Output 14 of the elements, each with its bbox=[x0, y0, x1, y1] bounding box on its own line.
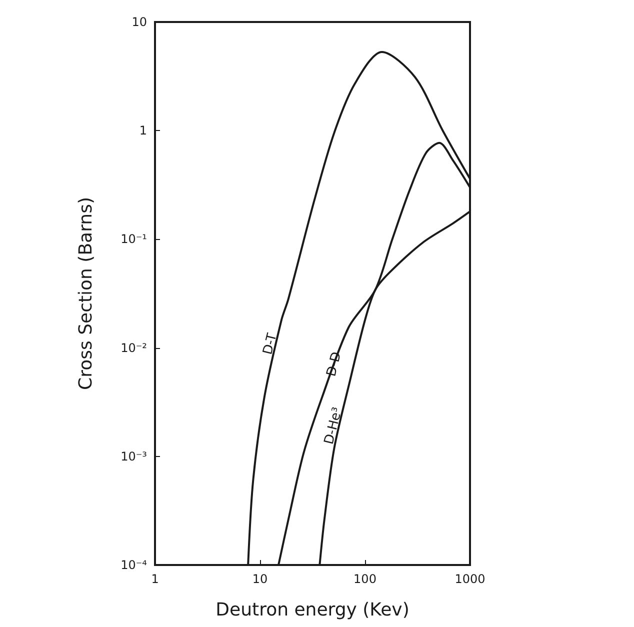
y-axis-title: Cross Section (Barns) bbox=[76, 197, 96, 390]
y-tick-label: 10⁻⁴ bbox=[120, 558, 148, 572]
x-axis-title: Deutron energy (Kev) bbox=[216, 600, 410, 620]
y-tick-label: 10⁻² bbox=[120, 340, 148, 355]
y-tick-label: 10⁻¹ bbox=[120, 232, 148, 246]
x-tick-label: 1000 bbox=[454, 572, 486, 586]
x-tick-label: 1 bbox=[151, 572, 159, 586]
text: D-T bbox=[260, 332, 280, 356]
y-tick-label: 10 bbox=[132, 15, 147, 29]
x-tick-label: 10 bbox=[252, 572, 268, 586]
text: D-He³ bbox=[322, 406, 346, 446]
x-tick-label: 100 bbox=[354, 572, 376, 586]
y-tick-label: 1 bbox=[139, 124, 147, 138]
y-tick-label: 10⁻³ bbox=[120, 449, 148, 464]
